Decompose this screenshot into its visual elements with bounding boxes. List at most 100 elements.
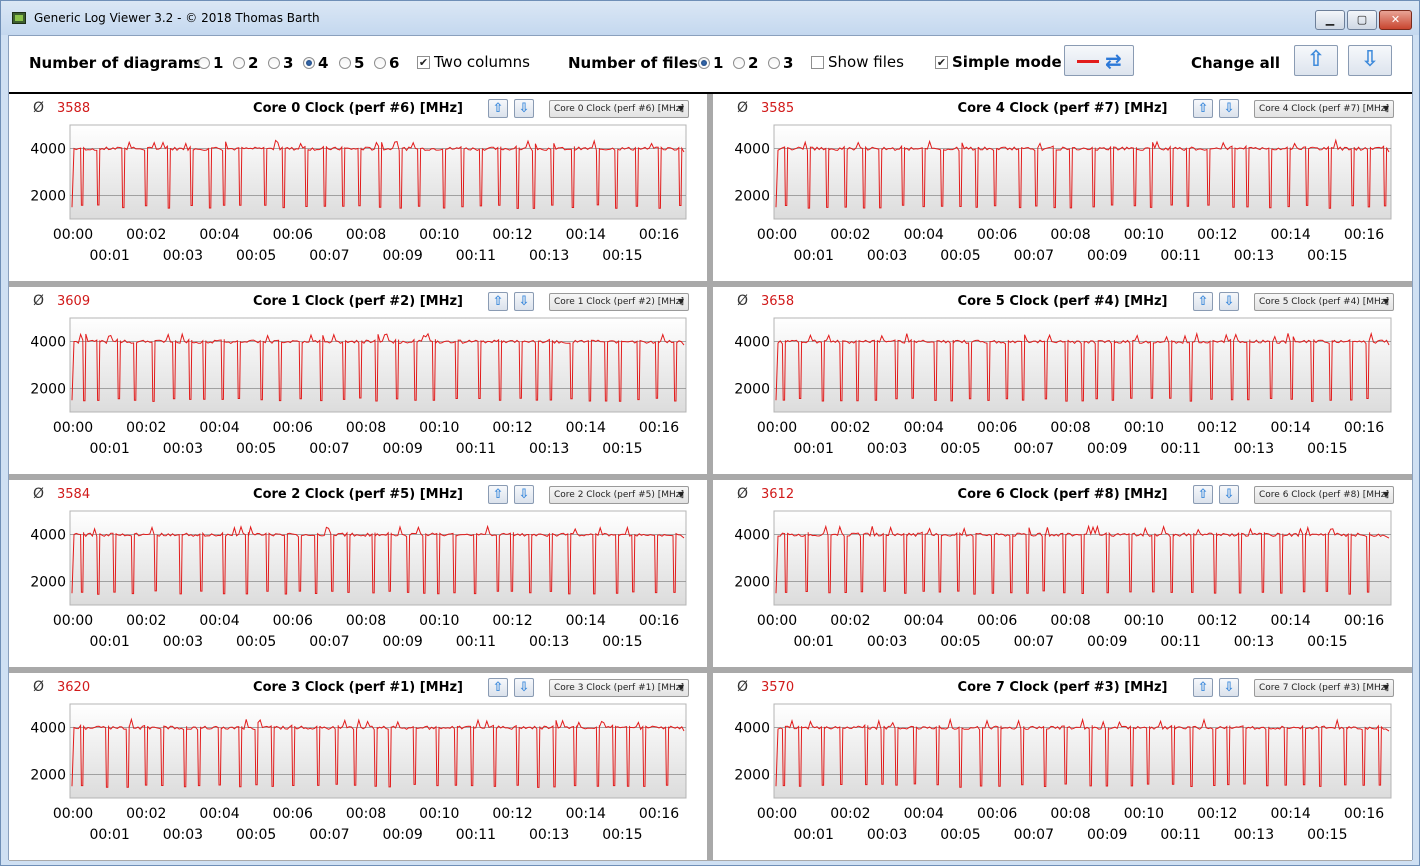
x-tick-label: 00:08 xyxy=(346,227,386,243)
x-tick-label: 00:12 xyxy=(1197,613,1237,629)
x-tick-label: 00:08 xyxy=(346,806,386,822)
radio-dot xyxy=(233,57,245,69)
arrow-up-icon: ⇧ xyxy=(1197,680,1209,695)
clock-chart: 4000 2000 00:00 00:02 00:04 00:06 00:08 00:10 00… xyxy=(30,124,687,264)
x-tick-label: 00:07 xyxy=(1014,827,1054,843)
x-tick-label: 00:03 xyxy=(867,634,907,650)
x-tick-label: 00:06 xyxy=(273,806,313,822)
arrow-down-icon: ⇩ xyxy=(518,487,530,502)
maximize-button[interactable]: ▢ xyxy=(1347,10,1377,30)
x-tick-label: 00:14 xyxy=(566,806,606,822)
arrow-up-icon: ⇧ xyxy=(1306,47,1326,72)
clock-chart: 4000 2000 00:00 00:02 00:04 00:06 00:08 00:10 00… xyxy=(734,124,1392,264)
radio-label: 3 xyxy=(283,54,294,72)
x-tick-label: 00:06 xyxy=(977,806,1017,822)
move-down-all-button[interactable]: ⇩ xyxy=(1348,45,1392,76)
series-select[interactable]: Core 5 Clock (perf #4) [MHz] ▼ xyxy=(1254,293,1394,311)
chevron-down-icon: ▼ xyxy=(677,490,684,499)
series-select[interactable]: Core 1 Clock (perf #2) [MHz] ▼ xyxy=(549,293,689,311)
x-tick-label: 00:13 xyxy=(529,827,569,843)
clock-chart: 4000 2000 00:00 00:02 00:04 00:06 00:08 00:10 00… xyxy=(734,510,1392,650)
radio-dot xyxy=(733,57,745,69)
x-tick-label: 00:02 xyxy=(830,227,870,243)
diagram-grid: 4000 2000 00:00 00:02 00:04 00:06 00:08 00:10 00… xyxy=(9,94,1412,861)
x-tick-label: 00:16 xyxy=(1344,227,1384,243)
move-down-button[interactable]: ⇩ xyxy=(1219,99,1239,118)
move-up-button[interactable]: ⇧ xyxy=(488,485,508,504)
line-style-button[interactable]: ⇄ xyxy=(1064,45,1134,76)
arrow-up-icon: ⇧ xyxy=(492,680,504,695)
x-tick-label: 00:16 xyxy=(639,806,679,822)
series-select-value: Core 1 Clock (perf #2) [MHz] xyxy=(554,297,684,307)
series-select[interactable]: Core 0 Clock (perf #6) [MHz] ▼ xyxy=(549,100,689,118)
series-select[interactable]: Core 7 Clock (perf #3) [MHz] ▼ xyxy=(1254,679,1394,697)
move-up-button[interactable]: ⇧ xyxy=(488,292,508,311)
average-symbol: Ø xyxy=(737,100,749,116)
diagram-panel: 4000 2000 00:00 00:02 00:04 00:06 00:08 00:10 00… xyxy=(9,287,707,474)
x-tick-label: 00:09 xyxy=(382,248,422,264)
x-tick-label: 00:05 xyxy=(940,248,980,264)
average-value: 3612 xyxy=(761,487,795,502)
average-value: 3620 xyxy=(57,680,91,695)
x-tick-label: 00:15 xyxy=(1307,441,1347,457)
x-tick-label: 00:15 xyxy=(1307,248,1347,264)
series-select-value: Core 0 Clock (perf #6) [MHz] xyxy=(554,104,684,114)
move-up-button[interactable]: ⇧ xyxy=(1193,99,1213,118)
x-tick-label: 00:01 xyxy=(794,634,834,650)
x-tick-label: 00:14 xyxy=(1270,420,1310,436)
move-up-button[interactable]: ⇧ xyxy=(1193,485,1213,504)
move-up-button[interactable]: ⇧ xyxy=(1193,292,1213,311)
average-symbol: Ø xyxy=(33,293,45,309)
x-tick-label: 00:11 xyxy=(1160,827,1200,843)
diagram-title: Core 0 Clock (perf #6) [MHz] xyxy=(253,101,463,116)
series-select[interactable]: Core 6 Clock (perf #8) [MHz] ▼ xyxy=(1254,486,1394,504)
clock-series-line xyxy=(71,524,685,595)
x-tick-label: 00:08 xyxy=(346,613,386,629)
move-up-all-button[interactable]: ⇧ xyxy=(1294,45,1338,76)
arrow-up-icon: ⇧ xyxy=(1197,294,1209,309)
x-tick-label: 00:03 xyxy=(867,827,907,843)
radio-dot xyxy=(698,57,710,69)
x-tick-label: 00:01 xyxy=(89,827,129,843)
x-tick-label: 00:09 xyxy=(1087,441,1127,457)
x-tick-label: 00:05 xyxy=(236,634,276,650)
y-tick-label: 2000 xyxy=(734,575,770,591)
move-down-button[interactable]: ⇩ xyxy=(1219,678,1239,697)
move-down-button[interactable]: ⇩ xyxy=(1219,485,1239,504)
x-tick-label: 00:08 xyxy=(346,420,386,436)
move-up-button[interactable]: ⇧ xyxy=(1193,678,1213,697)
chevron-down-icon: ▼ xyxy=(677,297,684,306)
diagram-panel: 4000 2000 00:00 00:02 00:04 00:06 00:08 00:10 00… xyxy=(713,287,1412,474)
minimize-button[interactable]: ▁ xyxy=(1315,10,1345,30)
move-down-button[interactable]: ⇩ xyxy=(514,485,534,504)
arrow-down-icon: ⇩ xyxy=(1360,47,1380,72)
clock-series-line xyxy=(775,331,1390,402)
x-tick-label: 00:02 xyxy=(126,420,166,436)
x-tick-label: 00:14 xyxy=(1270,613,1310,629)
move-down-button[interactable]: ⇩ xyxy=(1219,292,1239,311)
title-bar[interactable]: Generic Log Viewer 3.2 - © 2018 Thomas B… xyxy=(1,1,1419,35)
move-down-button[interactable]: ⇩ xyxy=(514,292,534,311)
x-tick-label: 00:02 xyxy=(126,227,166,243)
x-tick-label: 00:15 xyxy=(602,248,642,264)
x-tick-label: 00:10 xyxy=(419,613,459,629)
move-up-button[interactable]: ⇧ xyxy=(488,678,508,697)
x-tick-label: 00:14 xyxy=(566,420,606,436)
series-select[interactable]: Core 4 Clock (perf #7) [MHz] ▼ xyxy=(1254,100,1394,118)
chevron-down-icon: ▼ xyxy=(1382,683,1389,692)
move-down-button[interactable]: ⇩ xyxy=(514,678,534,697)
y-tick-label: 2000 xyxy=(30,382,66,398)
x-tick-label: 00:09 xyxy=(382,441,422,457)
move-up-button[interactable]: ⇧ xyxy=(488,99,508,118)
x-tick-label: 00:03 xyxy=(163,827,203,843)
x-tick-label: 00:10 xyxy=(419,227,459,243)
clock-chart: 4000 2000 00:00 00:02 00:04 00:06 00:08 00:10 00… xyxy=(734,317,1392,457)
series-select[interactable]: Core 3 Clock (perf #1) [MHz] ▼ xyxy=(549,679,689,697)
clock-series-line xyxy=(71,332,685,402)
close-button[interactable]: ✕ xyxy=(1379,10,1412,30)
x-tick-label: 00:16 xyxy=(639,420,679,436)
x-tick-label: 00:09 xyxy=(1087,634,1127,650)
move-down-button[interactable]: ⇩ xyxy=(514,99,534,118)
series-select[interactable]: Core 2 Clock (perf #5) [MHz] ▼ xyxy=(549,486,689,504)
x-tick-label: 00:14 xyxy=(566,227,606,243)
